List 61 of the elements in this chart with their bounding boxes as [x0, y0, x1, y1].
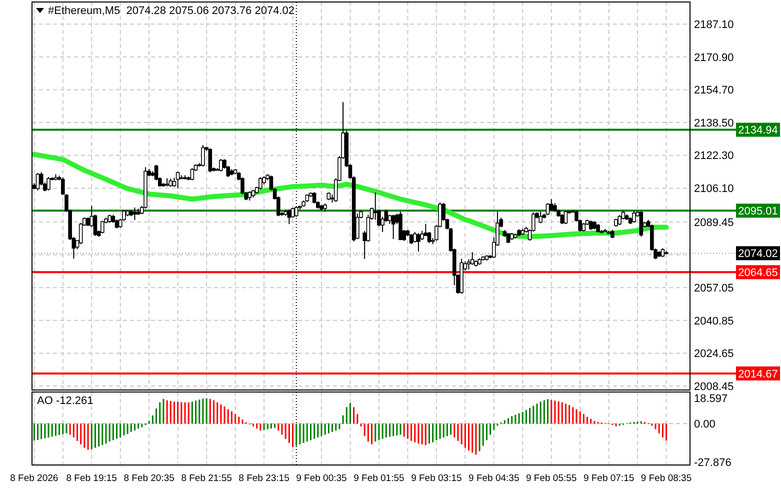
chart-title: #Ethereum,M5 2074.28 2075.06 2073.76 2074.02	[48, 5, 294, 17]
y-tick-label: 2008.45	[694, 380, 734, 393]
candlestick	[506, 232, 510, 244]
candlestick	[409, 233, 414, 245]
y-tick-label: 2138.50	[694, 117, 734, 130]
candlestick	[639, 210, 644, 238]
candlestick	[618, 214, 622, 226]
candlestick	[546, 202, 550, 216]
y-tick-label: 18.597	[694, 392, 728, 405]
x-tick-label: 8 Feb 20:35	[124, 473, 174, 484]
candlestick	[564, 210, 568, 225]
ref-line-label: 2074.02	[738, 248, 778, 260]
ref-line-label: 2064.65	[738, 267, 778, 280]
candlestick	[560, 214, 564, 225]
candlestick	[176, 171, 180, 189]
y-tick-label: -27.876	[694, 456, 732, 469]
x-tick-label: 8 Feb 23:15	[238, 473, 290, 484]
y-tick-label: 0.00	[694, 418, 716, 431]
y-tick-label: 2154.70	[694, 84, 734, 97]
candlestick	[388, 214, 392, 224]
candlestick	[219, 158, 223, 172]
y-tick-label: 2057.05	[694, 282, 734, 294]
x-tick-label: 9 Feb 00:35	[296, 473, 347, 484]
candlestick	[248, 190, 252, 202]
candlestick	[416, 232, 420, 252]
candlestick	[190, 168, 194, 181]
candlestick	[132, 206, 137, 221]
candlestick	[588, 220, 593, 230]
y-tick-label: 2187.10	[694, 18, 734, 31]
candlestick	[391, 214, 396, 240]
x-tick-label: 9 Feb 03:15	[411, 473, 462, 484]
candlestick	[36, 172, 40, 191]
candlestick	[100, 220, 104, 234]
candlestick	[538, 211, 542, 224]
y-tick-label: 2170.90	[694, 52, 734, 64]
x-tick-label: 9 Feb 04:35	[468, 473, 520, 484]
y-tick-label: 2106.10	[694, 183, 734, 196]
candlestick	[427, 231, 432, 244]
x-tick-label: 9 Feb 07:15	[583, 473, 634, 484]
candlestick	[201, 144, 205, 168]
x-tick-label: 9 Feb 05:55	[526, 473, 577, 484]
x-tick-label: 9 Feb 01:55	[354, 473, 404, 484]
candlestick	[632, 210, 636, 224]
candlestick	[470, 252, 474, 266]
y-tick-label: 2122.30	[694, 150, 734, 162]
candlestick	[46, 176, 50, 191]
x-tick-label: 8 Feb 21:55	[181, 473, 232, 484]
candlestick	[287, 208, 292, 225]
y-tick-label: 2024.65	[694, 348, 734, 360]
ref-line-label: 2134.94	[738, 124, 778, 137]
chart-title: AO -12.261	[37, 395, 94, 407]
x-tick-label: 8 Feb 19:15	[66, 473, 117, 484]
y-tick-label: 2040.85	[694, 315, 734, 328]
y-tick-label: 2089.45	[694, 216, 734, 229]
candlestick	[549, 198, 554, 212]
candlestick	[208, 148, 212, 173]
ref-line-label: 2014.67	[738, 368, 778, 380]
candlestick	[258, 176, 262, 190]
x-tick-label: 9 Feb 08:35	[640, 473, 692, 484]
ref-line-label: 2095.01	[738, 206, 778, 218]
x-tick-label: 8 Feb 2026	[10, 473, 58, 484]
